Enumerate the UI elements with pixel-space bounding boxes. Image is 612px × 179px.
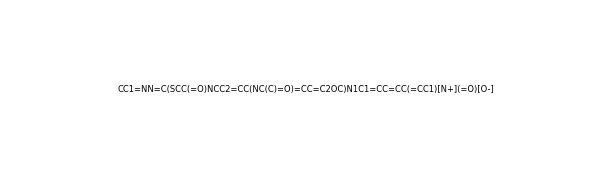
Text: CC1=NN=C(SCC(=O)NCC2=CC(NC(C)=O)=CC=C2OC)N1C1=CC=CC(=CC1)[N+](=O)[O-]: CC1=NN=C(SCC(=O)NCC2=CC(NC(C)=O)=CC=C2OC…	[118, 85, 494, 94]
